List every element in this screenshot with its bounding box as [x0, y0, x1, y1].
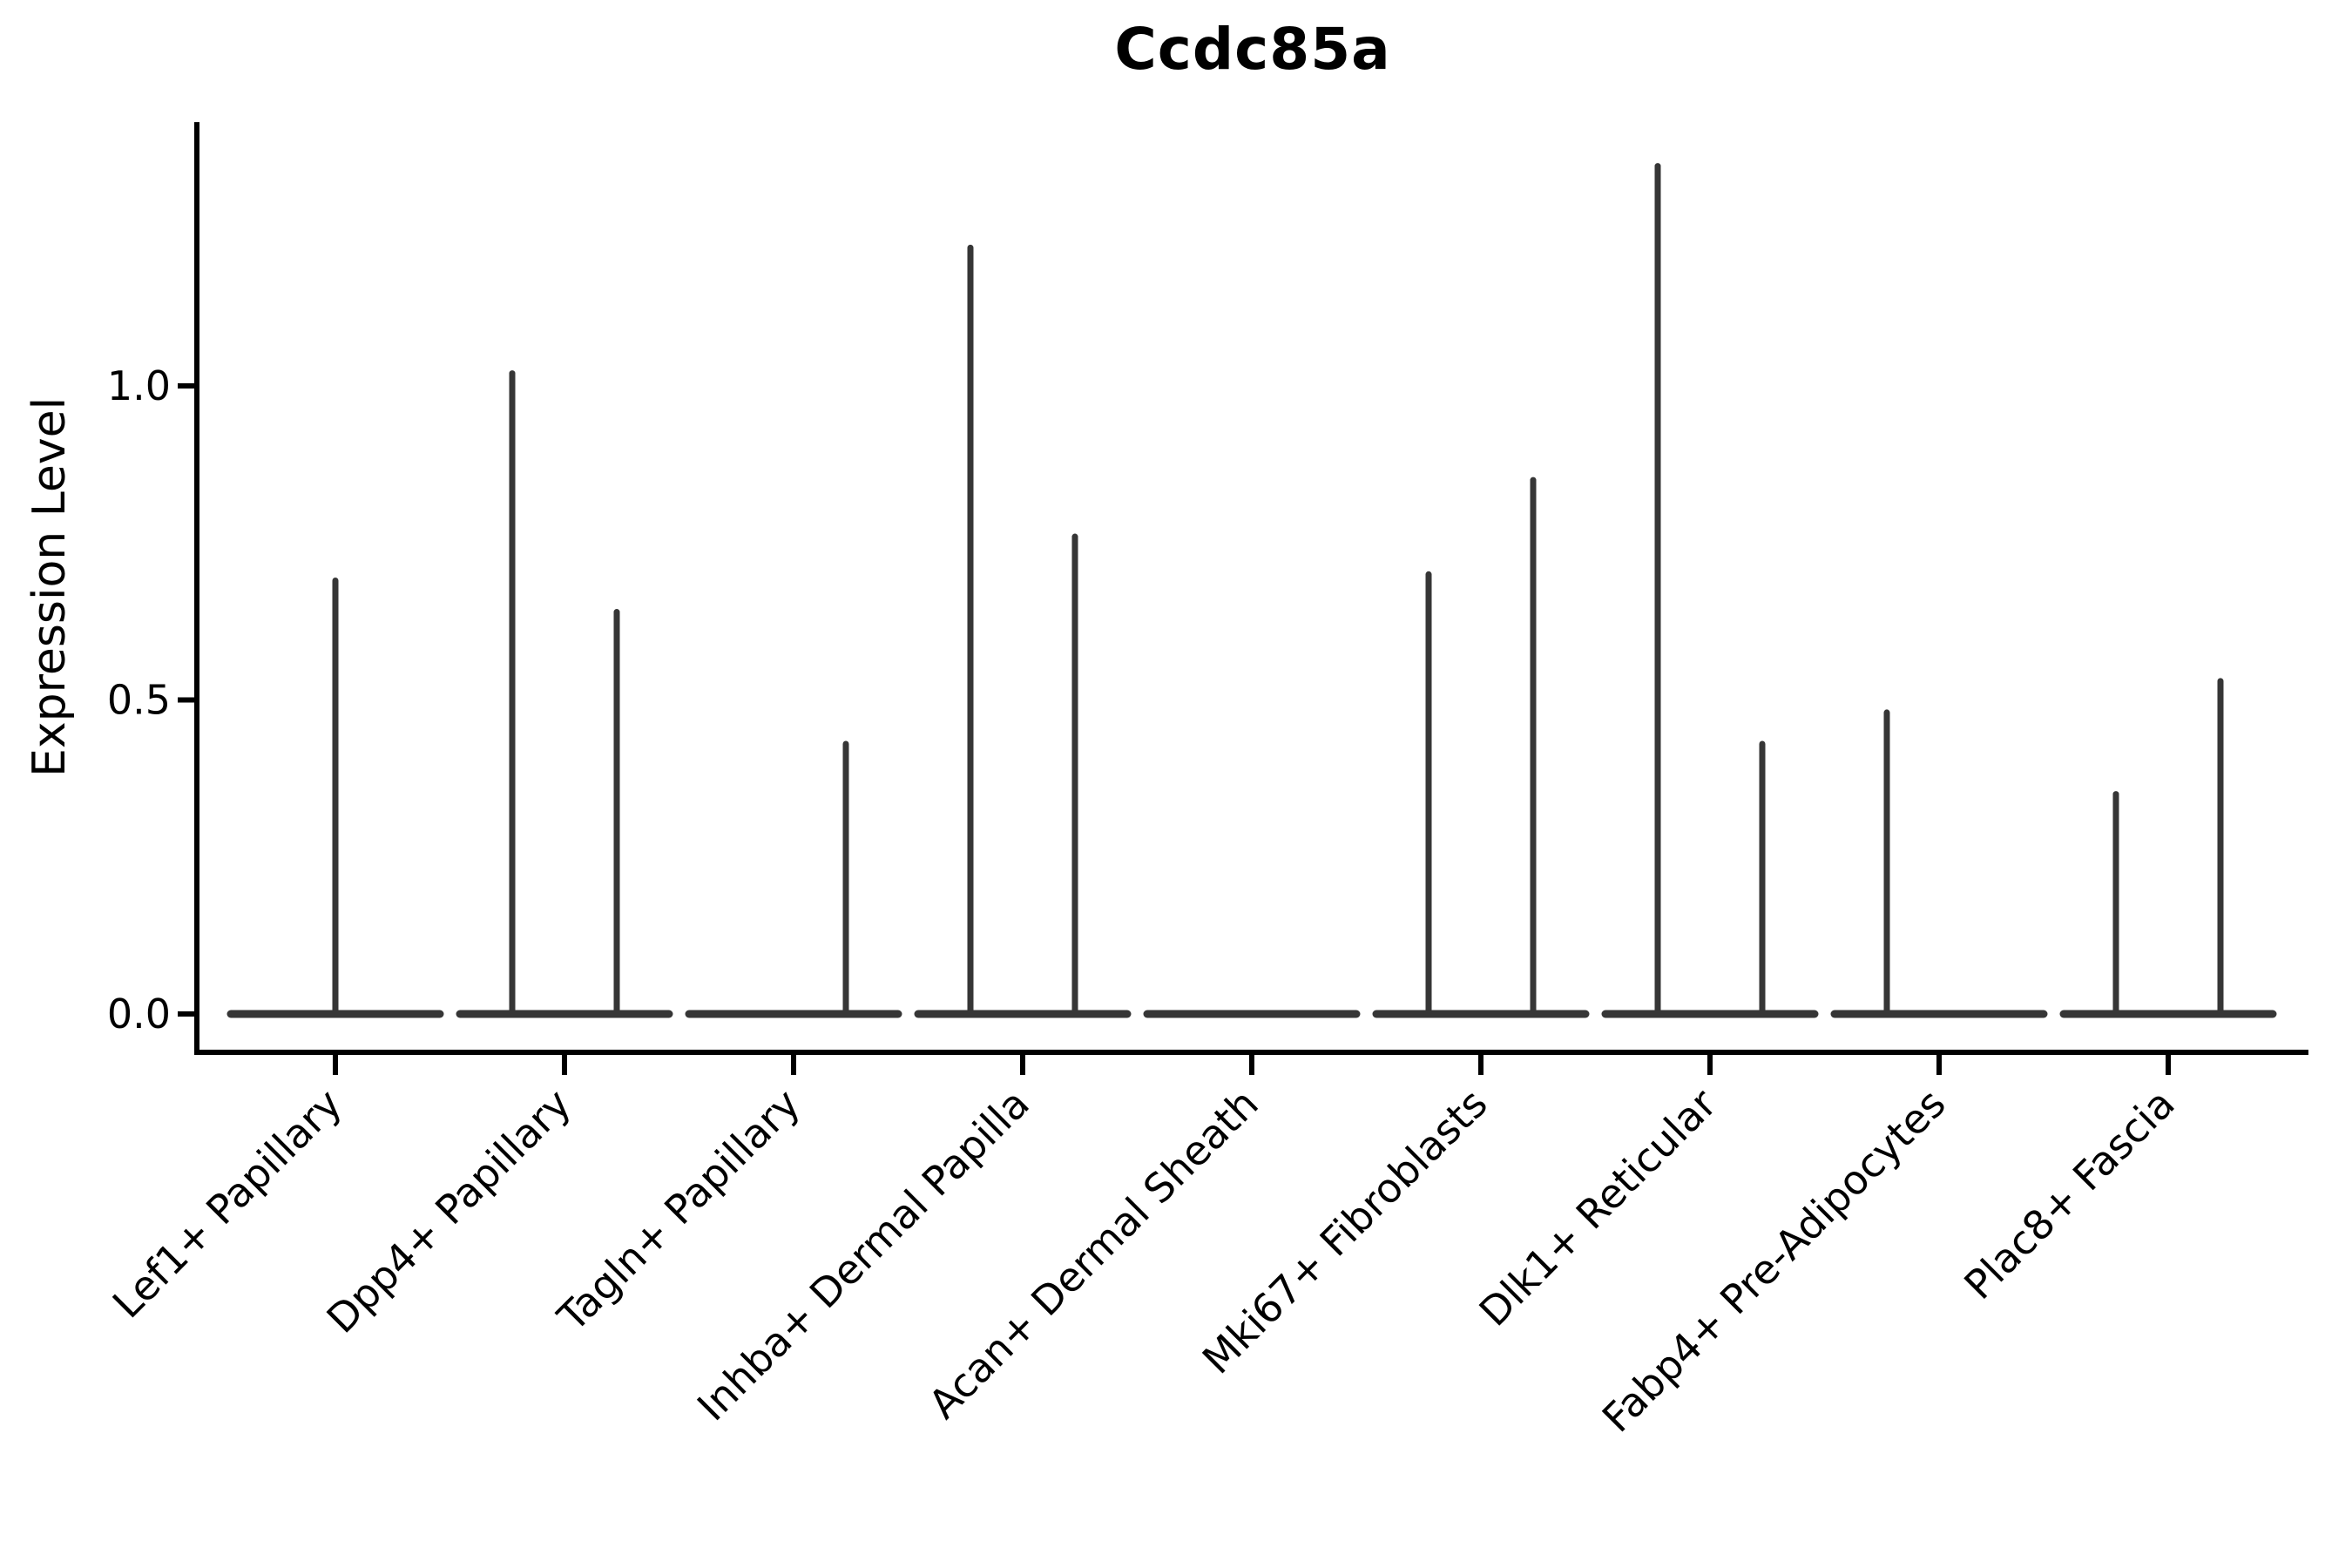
x-tick-label: Lef1+ Papillary: [104, 1080, 351, 1328]
x-tick-label: Dpp4+ Papillary: [318, 1080, 580, 1342]
x-tick-label: Tagln+ Papillary: [548, 1080, 809, 1342]
x-tick-label: Plac8+ Fascia: [1955, 1080, 2183, 1308]
y-tick-label: 0.0: [107, 990, 171, 1037]
y-tick-label: 0.5: [107, 677, 171, 724]
y-tick-label: 1.0: [107, 362, 171, 409]
plot-title: Ccdc85a: [1114, 16, 1391, 83]
x-tick-label: Dlk1+ Reticular: [1470, 1080, 1726, 1335]
